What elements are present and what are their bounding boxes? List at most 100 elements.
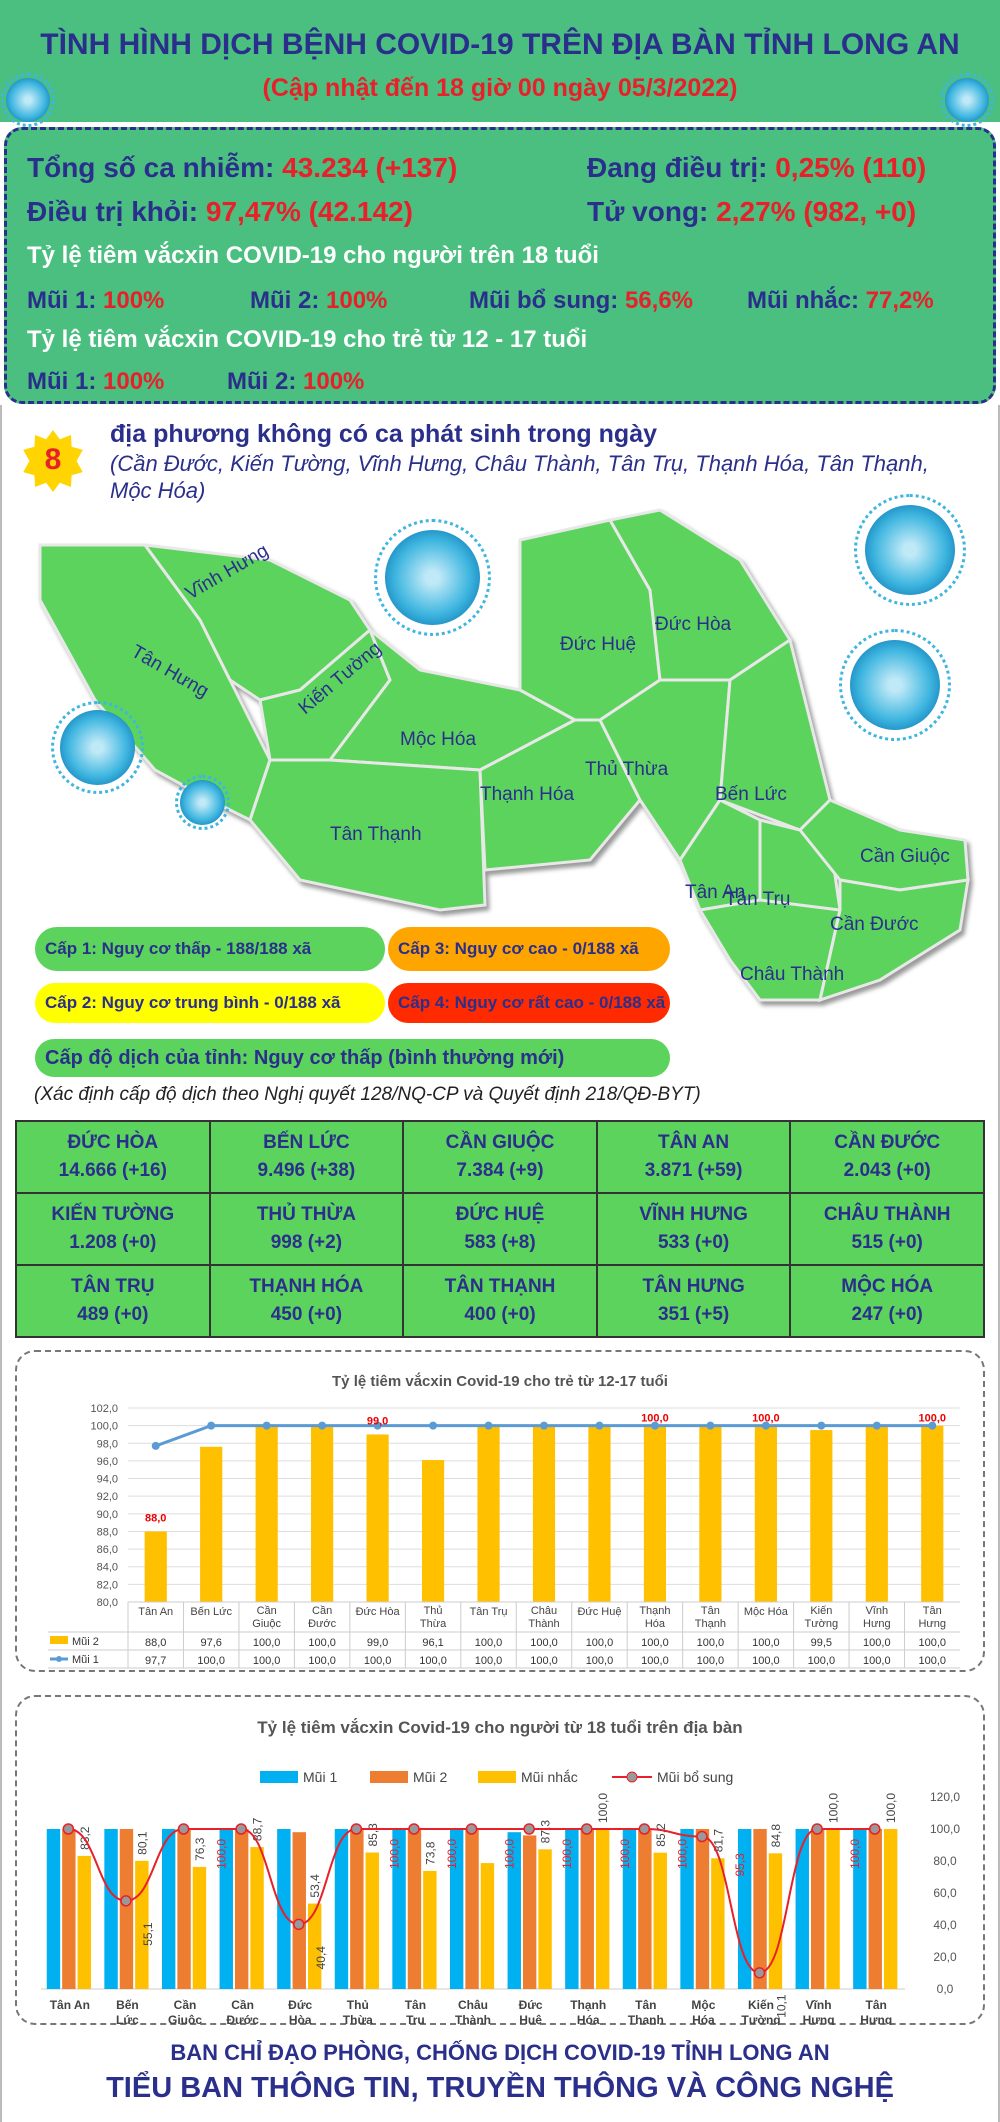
child-dose2-label: Mũi 2:: [227, 368, 297, 395]
marker-mui-bo-sung: [638, 1823, 651, 1835]
data-label-mui-bo-sung: 100,0: [560, 1839, 574, 1869]
data-label: 100,0: [641, 1413, 669, 1425]
bar-mui-nhac: [480, 1863, 495, 1989]
map-label: Đức Huệ: [560, 634, 636, 655]
district-name: CHÂU THÀNH: [823, 1204, 951, 1225]
bar-mui-1: [853, 1829, 867, 1989]
treating-label: Đang điều trị:: [587, 152, 768, 183]
x-category-label: Đức Huệ: [519, 1998, 543, 2025]
x-category-label: Tân Thạnh: [628, 1998, 664, 2025]
district-name: BẾN LỨC: [263, 1132, 350, 1153]
bar-mui-1: [334, 1829, 349, 1989]
data-label-mui-nhac: 87,3: [539, 1820, 553, 1844]
bar-mui-2: [477, 1425, 500, 1602]
no-case-heading: địa phương không có ca phát sinh trong n…: [110, 420, 657, 448]
bar-mui-nhac: [365, 1852, 379, 1989]
page-title: TÌNH HÌNH DỊCH BỆNH COVID-19 TRÊN ĐỊA BÀ…: [40, 28, 960, 61]
child-dose1-value: 100%: [103, 368, 165, 395]
district-cases: 533 (+0): [657, 1232, 730, 1253]
child-vaccine-chart: Tỷ lệ tiêm vắcxin Covid-19 cho trẻ từ 12…: [48, 1372, 960, 1669]
virus-icon: [373, 518, 492, 637]
table-value-mui-2: 96,1: [422, 1637, 443, 1649]
district-cell: KIẾN TƯỜNG 1.208 (+0): [17, 1194, 209, 1264]
level-4-pill: Cấp 4: Nguy cơ rất cao - 0/188 xã: [388, 983, 670, 1023]
data-label-mui-nhac: 53,4: [308, 1874, 322, 1898]
child-vaccine-chart-box: [15, 1350, 985, 1672]
x-category-label: Tân An: [138, 1606, 173, 1618]
district-cell: CHÂU THÀNH 515 (+0): [791, 1194, 983, 1264]
marker-mui-bo-sung: [62, 1823, 75, 1835]
district-name: CẦN GIUỘC: [445, 1132, 555, 1153]
district-cases: 351 (+5): [657, 1304, 730, 1325]
y-tick-label: 40,0: [933, 1918, 957, 1932]
table-value-mui-1: 100,0: [586, 1655, 614, 1667]
data-label-mui-nhac: 85,3: [366, 1823, 380, 1847]
district-cell: ĐỨC HÒA 14.666 (+16): [17, 1122, 209, 1192]
marker-mui-1: [318, 1421, 327, 1430]
bar-mui-nhac: [307, 1903, 322, 1989]
district-cases-table: ĐỨC HÒA 14.666 (+16) BẾN LỨC 9.496 (+38) CẦN…: [15, 1120, 985, 1338]
district-cases: 247 (+0): [851, 1304, 923, 1325]
x-category-label: Châu Thành: [528, 1605, 559, 1630]
marker-mui-bo-sung: [753, 1967, 766, 1979]
marker-mui-1: [761, 1421, 770, 1430]
district-cases: 3.871 (+59): [644, 1160, 743, 1181]
data-label-mui-nhac: 100,0: [827, 1793, 841, 1823]
district-name: TÂN TRỤ: [71, 1276, 155, 1297]
x-category-label: Vĩnh Hưng: [803, 1998, 835, 2025]
map-label: Châu Thành: [740, 964, 844, 985]
marker-mui-1: [872, 1421, 881, 1430]
marker-mui-1: [484, 1421, 493, 1430]
district-name: THẠNH HÓA: [249, 1276, 364, 1297]
bar-mui-nhac: [135, 1860, 149, 1989]
marker-mui-bo-sung: [581, 1823, 593, 1835]
bar-mui-2: [580, 1829, 594, 1989]
district-cases: 9.496 (+38): [257, 1160, 356, 1181]
level-1-pill: Cấp 1: Nguy cơ thấp - 188/188 xã: [35, 927, 385, 971]
data-label-mui-bo-sung: 100,0: [618, 1839, 632, 1869]
bar-mui-2: [177, 1829, 191, 1989]
y-tick-label: 84,0: [97, 1562, 118, 1574]
header-banner: [0, 0, 1000, 122]
district-cases: 998 (+2): [270, 1232, 343, 1253]
bar-mui-1: [795, 1829, 809, 1989]
adult-booster-label: Mũi nhắc:: [747, 287, 859, 314]
x-category-label: Thủ Thừa: [343, 1998, 373, 2025]
bar-mui-2: [144, 1531, 167, 1602]
bar-mui-2: [311, 1425, 334, 1602]
x-category-label: Kiến Tường: [741, 1998, 780, 2025]
x-category-label: Thạnh Hóa: [570, 1998, 606, 2025]
table-value-mui-1: 100,0: [808, 1655, 836, 1667]
table-value-mui-2: 100,0: [308, 1637, 336, 1649]
data-label-mui-nhac: 76,3: [193, 1837, 207, 1861]
district-cases: 583 (+8): [464, 1232, 536, 1253]
bar-mui-1: [104, 1829, 118, 1989]
legend-marker-mui-1: [56, 1656, 62, 1662]
footer-org: BAN CHỈ ĐẠO PHÒNG, CHỐNG DỊCH COVID-19 T…: [170, 2040, 830, 2065]
bar-mui-nhac: [595, 1829, 610, 1989]
adult-dose1-label: Mũi 1:: [27, 287, 97, 314]
bar-mui-2: [350, 1829, 364, 1989]
table-value-mui-2: 100,0: [752, 1637, 780, 1649]
bar-mui-2: [407, 1829, 422, 1989]
x-category-label: Đức Hòa: [288, 1998, 312, 2025]
y-tick-label: 90,0: [97, 1509, 118, 1521]
marker-mui-bo-sung: [811, 1823, 823, 1835]
bar-mui-nhac: [192, 1866, 207, 1989]
district-name: MỘC HÓA: [841, 1276, 934, 1297]
bar-mui-2: [366, 1434, 389, 1602]
bar-mui-2: [810, 1430, 833, 1602]
bar-mui-1: [277, 1829, 291, 1989]
bar-mui-1: [46, 1829, 61, 1989]
bar-mui-2: [695, 1829, 710, 1989]
total-cases-label: Tổng số ca nhiễm:: [27, 152, 275, 183]
no-case-list: (Cần Đước, Kiến Tường, Vĩnh Hưng, Châu T…: [110, 451, 929, 503]
map-label: Mộc Hóa: [400, 729, 476, 750]
bar-mui-2: [255, 1425, 278, 1602]
update-time: (Cập nhật đến 18 giờ 00 ngày 05/3/2022): [262, 74, 738, 102]
district-cases: 400 (+0): [464, 1304, 536, 1325]
x-category-label: Tân Trụ: [470, 1606, 508, 1618]
marker-mui-bo-sung: [523, 1823, 535, 1835]
table-value-mui-2: 100,0: [641, 1637, 669, 1649]
y-tick-label: 102,0: [90, 1403, 118, 1415]
